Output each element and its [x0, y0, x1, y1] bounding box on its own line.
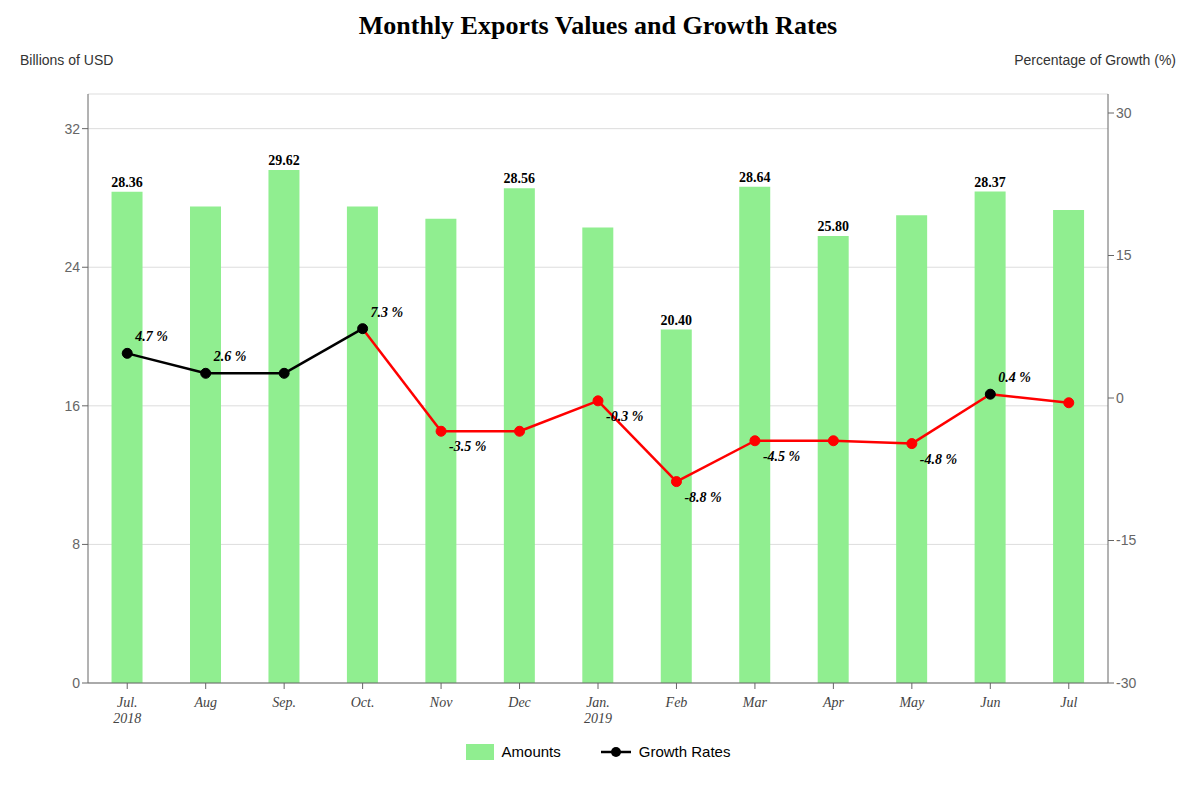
svg-text:16: 16	[64, 398, 80, 414]
svg-text:0.4 %: 0.4 %	[998, 370, 1031, 385]
html-text:Monthly Exports Values and Gro: Monthly Exports Values and Growth Rates	[358, 11, 838, 40]
svg-text:Aug: Aug	[193, 695, 217, 710]
svg-text:30: 30	[1116, 105, 1132, 121]
svg-text:0: 0	[72, 675, 80, 691]
svg-text:Oct.: Oct.	[351, 695, 375, 710]
svg-text:28.56: 28.56	[504, 171, 536, 186]
html-text:Amounts: Amounts	[501, 743, 561, 760]
svg-text:-4.8 %: -4.8 %	[920, 452, 957, 467]
svg-text:-3.5 %: -3.5 %	[449, 439, 486, 454]
svg-text:28.37: 28.37	[974, 175, 1006, 190]
svg-text:-15: -15	[1116, 532, 1136, 548]
svg-text:Jan.2019: Jan.2019	[584, 695, 612, 726]
html-text:Percentage of Growth (%): Percentage of Growth (%)	[1014, 52, 1176, 68]
svg-text:May: May	[898, 695, 925, 710]
svg-text:29.62: 29.62	[268, 153, 300, 168]
svg-text:-4.5 %: -4.5 %	[763, 449, 800, 464]
svg-text:25.80: 25.80	[817, 219, 849, 234]
svg-text:-0.3 %: -0.3 %	[606, 409, 643, 424]
svg-text:2.6 %: 2.6 %	[213, 349, 247, 364]
svg-text:Jun: Jun	[980, 695, 1000, 710]
svg-text:-8.8 %: -8.8 %	[684, 490, 721, 505]
svg-text:Nov: Nov	[429, 695, 453, 710]
svg-text:Jul.2018: Jul.2018	[113, 695, 141, 726]
svg-text:Mar: Mar	[742, 695, 768, 710]
svg-text:-30: -30	[1116, 675, 1136, 691]
html-text:Growth Rates: Growth Rates	[638, 743, 731, 760]
svg-text:15: 15	[1116, 247, 1132, 263]
svg-text:4.7 %: 4.7 %	[134, 329, 168, 344]
svg-text:32: 32	[64, 121, 80, 137]
html-text:Billions of USD: Billions of USD	[20, 52, 114, 68]
svg-text:Dec: Dec	[507, 695, 531, 710]
svg-text:Feb: Feb	[665, 695, 688, 710]
svg-text:Sep.: Sep.	[272, 695, 296, 710]
svg-text:Jul: Jul	[1060, 695, 1077, 710]
svg-text:0: 0	[1116, 390, 1124, 406]
svg-text:24: 24	[64, 259, 80, 275]
svg-text:Apr: Apr	[822, 695, 845, 710]
svg-text:20.40: 20.40	[661, 313, 693, 328]
svg-text:28.36: 28.36	[111, 175, 143, 190]
svg-text:28.64: 28.64	[739, 170, 771, 185]
svg-text:8: 8	[72, 536, 80, 552]
svg-text:7.3 %: 7.3 %	[371, 305, 404, 320]
